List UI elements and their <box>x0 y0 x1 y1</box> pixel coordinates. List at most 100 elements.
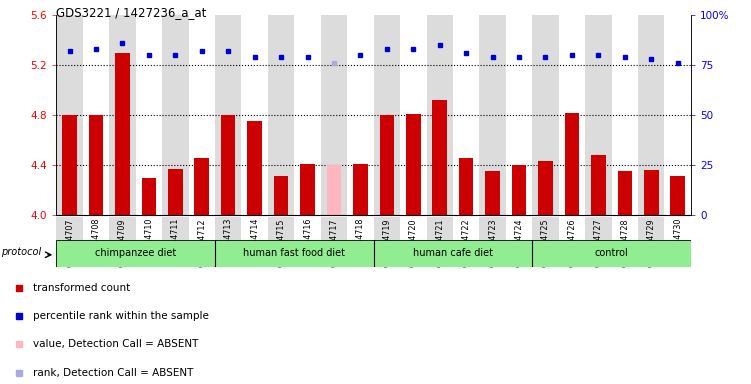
Bar <box>136 15 162 215</box>
Bar <box>427 15 453 215</box>
Text: value, Detection Call = ABSENT: value, Detection Call = ABSENT <box>33 339 199 349</box>
Bar <box>374 217 400 240</box>
Bar <box>56 240 215 267</box>
Text: chimpanzee diet: chimpanzee diet <box>95 248 176 258</box>
Bar <box>591 155 605 215</box>
Bar <box>300 164 315 215</box>
Bar <box>532 217 559 240</box>
Text: transformed count: transformed count <box>33 283 131 293</box>
Bar <box>162 217 189 240</box>
Bar <box>56 217 83 240</box>
Text: GSM144707: GSM144707 <box>65 218 74 266</box>
Text: GSM144718: GSM144718 <box>356 218 365 266</box>
Bar <box>215 15 241 215</box>
Text: GSM144714: GSM144714 <box>250 218 259 266</box>
Bar <box>511 165 526 215</box>
Bar <box>215 240 374 267</box>
Bar <box>638 217 665 240</box>
Bar <box>189 217 215 240</box>
Text: GSM144722: GSM144722 <box>462 218 471 267</box>
Bar <box>611 15 638 215</box>
Text: GSM144712: GSM144712 <box>198 218 207 266</box>
Bar <box>374 15 400 215</box>
Bar <box>532 240 691 267</box>
Bar <box>585 15 611 215</box>
Bar <box>479 15 506 215</box>
Text: GSM144730: GSM144730 <box>673 218 682 266</box>
Bar <box>221 115 236 215</box>
Bar <box>189 15 215 215</box>
Bar <box>565 113 579 215</box>
Bar <box>433 100 447 215</box>
Text: GSM144729: GSM144729 <box>647 218 656 267</box>
Bar <box>62 115 77 215</box>
Text: GSM144719: GSM144719 <box>382 218 391 266</box>
Bar <box>347 217 374 240</box>
Bar <box>400 217 427 240</box>
Text: human cafe diet: human cafe diet <box>413 248 493 258</box>
Bar <box>400 15 427 215</box>
Text: GSM144725: GSM144725 <box>541 218 550 267</box>
Bar <box>294 15 321 215</box>
Text: GSM144711: GSM144711 <box>170 218 179 266</box>
Text: human fast food diet: human fast food diet <box>243 248 345 258</box>
Text: GSM144710: GSM144710 <box>144 218 153 266</box>
Bar <box>294 217 321 240</box>
Text: GSM144716: GSM144716 <box>303 218 312 266</box>
Bar <box>195 157 209 215</box>
Bar <box>83 15 109 215</box>
Bar <box>83 217 109 240</box>
Text: GSM144724: GSM144724 <box>514 218 523 266</box>
Bar <box>215 217 241 240</box>
Text: GSM144713: GSM144713 <box>224 218 233 266</box>
Bar <box>241 217 268 240</box>
Text: GSM144715: GSM144715 <box>276 218 285 266</box>
Bar <box>347 15 374 215</box>
Bar <box>585 217 611 240</box>
Text: GSM144720: GSM144720 <box>409 218 418 266</box>
Text: percentile rank within the sample: percentile rank within the sample <box>33 311 209 321</box>
Bar <box>162 15 189 215</box>
Bar <box>506 15 532 215</box>
Bar <box>241 15 268 215</box>
Text: GSM144717: GSM144717 <box>330 218 339 266</box>
Bar <box>406 114 421 215</box>
Bar <box>427 217 453 240</box>
Bar <box>115 53 130 215</box>
Bar <box>109 15 136 215</box>
Bar <box>268 15 294 215</box>
Bar <box>268 217 294 240</box>
Bar <box>142 177 156 215</box>
Bar <box>274 176 288 215</box>
Bar <box>453 217 479 240</box>
Bar <box>559 217 585 240</box>
Bar <box>479 217 506 240</box>
Bar <box>327 165 341 215</box>
Bar <box>617 171 632 215</box>
Text: GSM144708: GSM144708 <box>92 218 101 266</box>
Bar <box>89 115 103 215</box>
Bar <box>665 15 691 215</box>
Bar <box>485 171 500 215</box>
Text: control: control <box>595 248 629 258</box>
Bar <box>538 161 553 215</box>
Text: GSM144721: GSM144721 <box>436 218 445 266</box>
Text: GDS3221 / 1427236_a_at: GDS3221 / 1427236_a_at <box>56 6 207 19</box>
Bar <box>353 164 368 215</box>
Bar <box>453 15 479 215</box>
Text: GSM144728: GSM144728 <box>620 218 629 266</box>
Text: GSM144727: GSM144727 <box>594 218 603 267</box>
Bar <box>56 15 83 215</box>
Bar <box>644 170 659 215</box>
Text: GSM144726: GSM144726 <box>568 218 577 266</box>
Bar <box>459 157 473 215</box>
Bar <box>379 115 394 215</box>
Text: GSM144723: GSM144723 <box>488 218 497 266</box>
Bar <box>559 15 585 215</box>
Bar <box>136 217 162 240</box>
Bar <box>611 217 638 240</box>
Bar <box>109 217 136 240</box>
Bar <box>168 169 182 215</box>
Bar <box>671 176 685 215</box>
Bar <box>247 121 262 215</box>
